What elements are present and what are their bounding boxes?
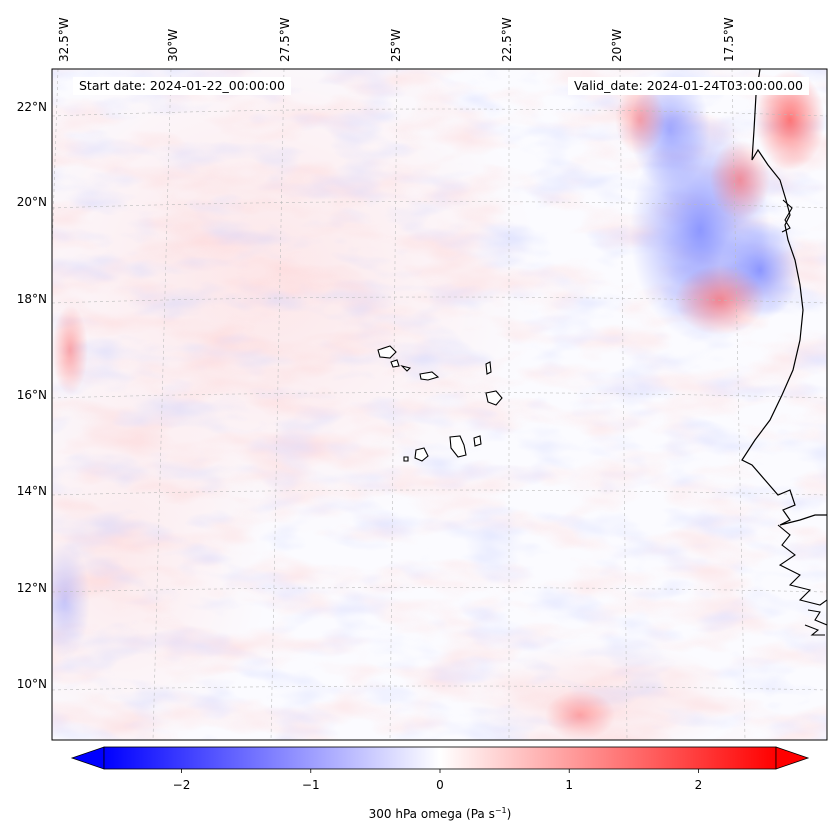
start-date-label: Start date: 2024-01-22_00:00:00 <box>73 77 291 95</box>
colorbar-tick-label: −1 <box>302 778 320 792</box>
colorbar-tick-label: −2 <box>173 778 191 792</box>
lon-label: 30°W <box>166 29 180 62</box>
colorbar-low-extend <box>70 746 105 770</box>
colorbar-high-extend <box>775 746 810 770</box>
colorbar-label-text: 300 hPa omega (Pa s <box>368 807 495 821</box>
cape-verde-islands <box>377 345 503 462</box>
lon-label: 32.5°W <box>57 17 71 62</box>
colorbar-label-close: ) <box>506 807 512 821</box>
lat-label: 16°N <box>17 388 47 402</box>
latitude-labels: 22°N 20°N 18°N 16°N 14°N 12°N 10°N <box>17 100 47 691</box>
longitude-labels: 32.5°W 30°W 27.5°W 25°W 22.5°W 20°W 17.5… <box>57 17 736 62</box>
colorbar-tick-label: 0 <box>436 778 444 792</box>
colorbar-tick-label: 1 <box>565 778 573 792</box>
lat-label: 10°N <box>17 677 47 691</box>
colorbar: −2 −1 0 1 2 <box>70 746 810 792</box>
lon-label: 20°W <box>610 29 624 62</box>
map-frame <box>51 68 828 741</box>
gridlines <box>52 69 827 740</box>
valid-date-label: Valid_date: 2024-01-24T03:00:00.00 <box>567 77 809 95</box>
african-coastline <box>741 69 827 526</box>
colorbar-label: 300 hPa omega (Pa s−1) <box>0 806 837 821</box>
colorbar-tick-label: 2 <box>695 778 703 792</box>
omega-field <box>52 69 827 740</box>
lat-label: 12°N <box>17 581 47 595</box>
lon-label: 22.5°W <box>500 17 514 62</box>
colorbar-bar <box>103 746 777 770</box>
lat-label: 22°N <box>17 100 47 114</box>
lon-label: 25°W <box>389 29 403 62</box>
lat-label: 20°N <box>17 195 47 209</box>
lon-label: 27.5°W <box>278 17 292 62</box>
colorbar-label-exponent: −1 <box>494 806 507 815</box>
lon-label: 17.5°W <box>722 17 736 62</box>
lat-label: 14°N <box>17 484 47 498</box>
lat-label: 18°N <box>17 292 47 306</box>
